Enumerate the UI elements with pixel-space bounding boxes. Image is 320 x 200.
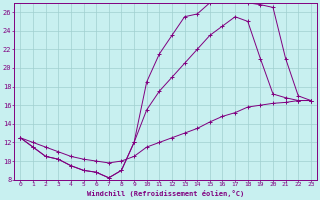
X-axis label: Windchill (Refroidissement éolien,°C): Windchill (Refroidissement éolien,°C) — [87, 190, 244, 197]
